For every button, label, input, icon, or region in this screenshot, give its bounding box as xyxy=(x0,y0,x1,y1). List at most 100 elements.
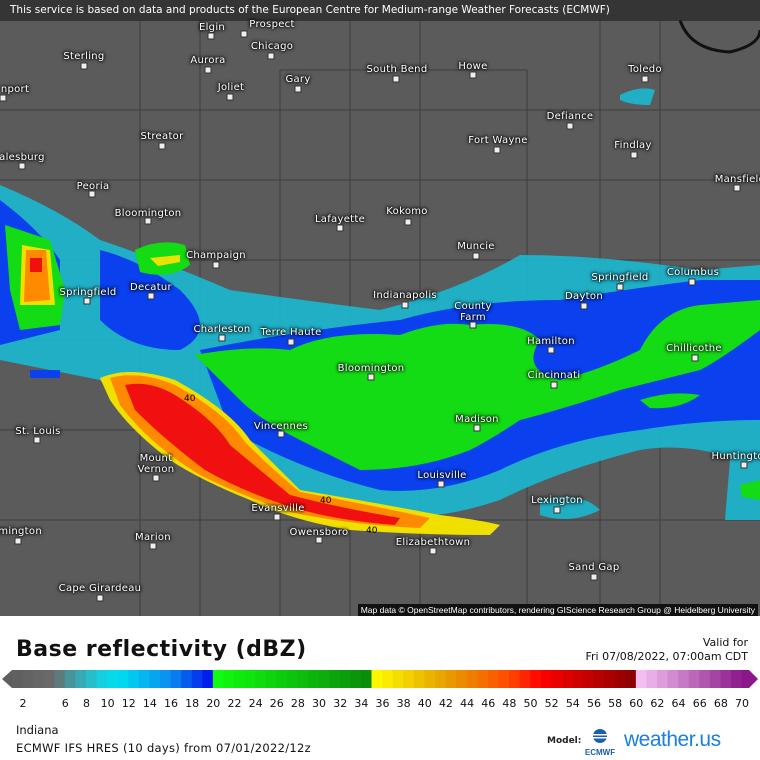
city-label: Prospect xyxy=(249,19,295,30)
color-scale-segment xyxy=(329,670,341,688)
scale-tick-label: 14 xyxy=(142,697,157,710)
city-marker xyxy=(473,424,481,432)
color-scale-segment xyxy=(360,670,373,688)
color-scale-segment xyxy=(604,670,616,688)
color-scale-segment xyxy=(138,670,150,688)
city-label: Kokomo xyxy=(386,206,428,217)
city-marker xyxy=(88,190,96,198)
color-scale-segment xyxy=(96,670,108,688)
color-scale-segment xyxy=(667,670,679,688)
weather-us-logo[interactable]: weather.us xyxy=(624,728,721,751)
scale-tick-label: 24 xyxy=(248,697,263,710)
color-scale-segment xyxy=(22,670,34,688)
region-name: Indiana xyxy=(16,723,59,737)
city-label: Muncie xyxy=(457,241,495,252)
city-label: Louisville xyxy=(417,470,467,481)
color-scale-segment xyxy=(339,670,351,688)
city-marker xyxy=(469,321,477,329)
city-marker xyxy=(277,430,285,438)
color-scale-bar xyxy=(2,670,758,688)
svg-text:ECMWF: ECMWF xyxy=(585,748,615,757)
scale-tick-label: 26 xyxy=(269,697,284,710)
city-label: Sand Gap xyxy=(568,562,620,573)
color-scale-segment xyxy=(234,670,246,688)
scale-tick-label: 64 xyxy=(671,697,686,710)
color-scale-segment xyxy=(276,670,288,688)
color-scale-segment xyxy=(297,670,309,688)
scale-tick-label: 28 xyxy=(290,697,305,710)
scale-tick-label: 20 xyxy=(206,697,221,710)
scale-tick-label: 50 xyxy=(523,697,538,710)
city-marker xyxy=(590,573,598,581)
city-marker xyxy=(226,93,234,101)
color-scale-segment xyxy=(318,670,330,688)
color-scale-segment xyxy=(244,670,256,688)
color-scale-segment xyxy=(265,670,277,688)
model-label: Model: xyxy=(547,736,582,746)
color-scale-segment xyxy=(149,670,161,688)
scale-tick-label: 66 xyxy=(692,697,707,710)
color-scale-segment xyxy=(678,670,690,688)
color-scale-segment xyxy=(54,670,66,688)
city-label: Cincinnati xyxy=(527,370,581,381)
scale-tick-label: 36 xyxy=(375,697,390,710)
color-scale-segment xyxy=(128,670,140,688)
contour-label: 40 xyxy=(320,496,332,506)
city-label: Marion xyxy=(135,532,171,543)
city-marker xyxy=(401,301,409,309)
color-scale-segment xyxy=(424,670,436,688)
color-scale-segment xyxy=(403,670,415,688)
scale-tick-label: 6 xyxy=(61,697,69,710)
city-label: Indianapolis xyxy=(373,290,437,301)
color-scale-segment xyxy=(75,670,87,688)
color-scale-segment xyxy=(657,670,669,688)
ecmwf-logo: ECMWF xyxy=(585,729,615,757)
city-marker xyxy=(273,513,281,521)
weather-map[interactable]: This service is based on data and produc… xyxy=(0,0,760,616)
city-label: Peoria xyxy=(76,181,110,192)
color-scale-segment xyxy=(561,670,573,688)
color-scale-segment xyxy=(709,670,721,688)
city-label: Lafayette xyxy=(314,214,366,225)
city-marker xyxy=(287,338,295,346)
city-marker xyxy=(472,252,480,260)
city-label: Cape Girardeau xyxy=(58,583,142,594)
city-marker xyxy=(18,162,26,170)
city-label: St. Louis xyxy=(15,426,61,437)
city-label: South Bend xyxy=(366,64,428,75)
scale-tick-label: 38 xyxy=(396,697,411,710)
city-marker xyxy=(336,224,344,232)
scale-tick-label: 44 xyxy=(460,697,475,710)
city-marker xyxy=(147,292,155,300)
color-scale-segment xyxy=(86,670,98,688)
color-scale-segment xyxy=(593,670,605,688)
scale-tick-label: 16 xyxy=(164,697,179,710)
city-marker xyxy=(367,373,375,381)
city-label: Evansville xyxy=(251,503,305,514)
color-scale-segment xyxy=(33,670,45,688)
city-marker xyxy=(437,480,445,488)
scale-tick-label: 62 xyxy=(650,697,665,710)
city-marker xyxy=(553,506,561,514)
city-label: Columbus xyxy=(666,267,720,278)
city-marker xyxy=(33,436,41,444)
scale-tick-label: 8 xyxy=(82,697,90,710)
scale-tick-label: 48 xyxy=(502,697,517,710)
map-attribution[interactable]: Map data © OpenStreetMap contributors, r… xyxy=(357,604,758,616)
city-label: Huntington xyxy=(711,451,760,462)
city-marker xyxy=(158,142,166,150)
scale-tick-label: 54 xyxy=(565,697,580,710)
city-marker xyxy=(392,75,400,83)
color-scale-segment xyxy=(286,670,298,688)
color-scale-segment xyxy=(107,670,119,688)
city-label: nport xyxy=(0,84,30,95)
city-label: Lexington xyxy=(531,495,583,506)
color-scale-segment xyxy=(741,670,750,688)
city-label: Owensboro xyxy=(289,527,349,538)
scale-tick-label: 12 xyxy=(121,697,136,710)
scale-tick-label: 18 xyxy=(185,697,200,710)
scale-tick-label: 40 xyxy=(417,697,432,710)
legend-title: Base reflectivity (dBZ) xyxy=(16,637,307,662)
city-marker xyxy=(580,302,588,310)
color-scale-segment xyxy=(625,670,637,688)
